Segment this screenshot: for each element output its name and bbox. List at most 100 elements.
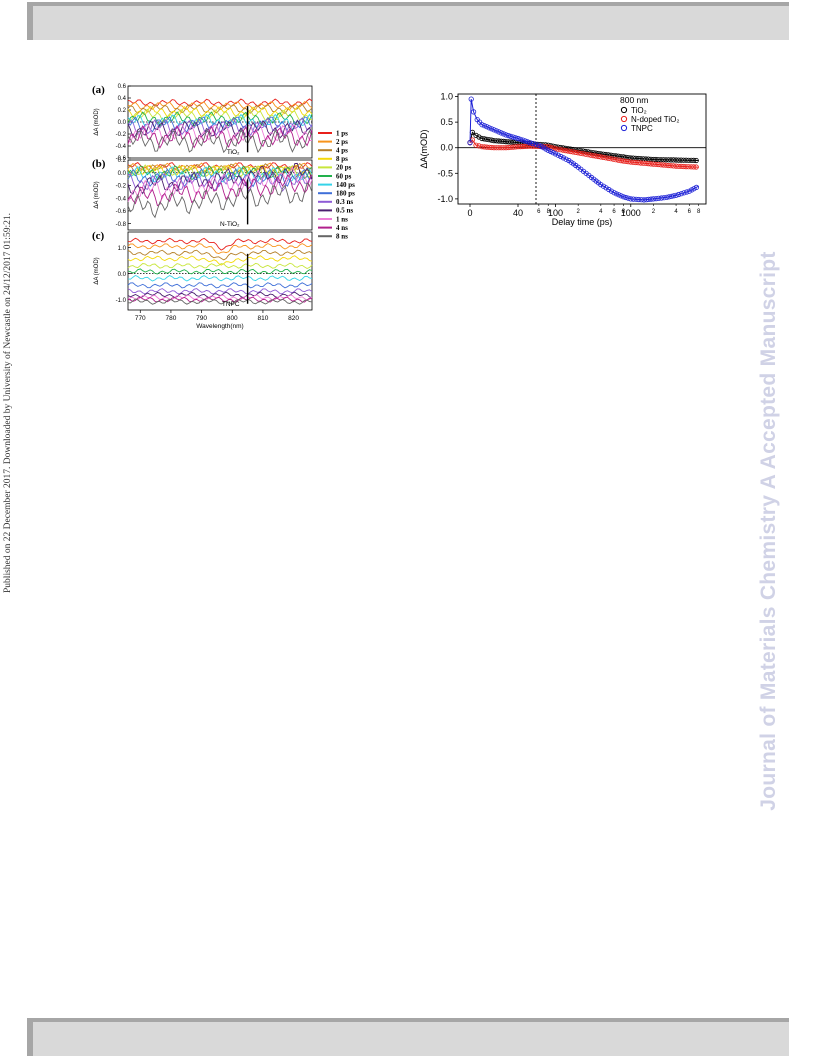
data-point <box>473 142 479 148</box>
data-point <box>620 194 627 200</box>
y-axis-label: ΔA (mOD) <box>94 181 100 208</box>
data-point <box>563 156 569 162</box>
spectrum-line <box>127 119 313 139</box>
spectrum-line <box>127 171 313 192</box>
x-tick-label: 790 <box>196 315 207 322</box>
spectrum-line <box>127 294 313 301</box>
data-point <box>498 130 504 136</box>
data-point <box>505 132 512 139</box>
spectrum-line <box>127 129 313 154</box>
data-point <box>513 135 519 141</box>
data-point <box>473 132 479 139</box>
legend-entry: 20 ps <box>336 164 352 172</box>
spectrum-line <box>127 162 313 195</box>
y-tick-label: -1.0 <box>116 298 127 304</box>
data-point <box>560 155 567 161</box>
x-minor-tick-label: 6 <box>612 209 616 215</box>
legend-entry: 8 ns <box>336 233 348 241</box>
data-point <box>491 127 497 133</box>
data-point <box>678 191 684 197</box>
x-axis-label: Wavelength(nm) <box>196 323 243 330</box>
data-point <box>476 134 482 140</box>
data-point <box>603 185 609 191</box>
y-tick-label: 0.2 <box>118 158 127 164</box>
data-point <box>684 189 690 195</box>
y-tick-label: 0.4 <box>118 96 127 102</box>
data-point <box>484 124 490 130</box>
legend-marker <box>620 124 628 132</box>
data-point <box>527 139 533 146</box>
data-point <box>545 147 551 153</box>
data-point <box>489 126 495 132</box>
data-point <box>618 193 624 199</box>
y-axis-label: ΔA (mOD) <box>94 108 100 135</box>
data-point <box>533 141 539 147</box>
y-axis-label: ΔA(mOD) <box>419 129 429 168</box>
x-minor-tick-label: 8 <box>547 209 551 215</box>
transient-spectra-figure: (a) 0.6 0.4 0.2 0.0 -0.2 -0.4 -0.6 ΔA (mOD) TiO₂ (… <box>92 84 355 330</box>
legend-entry: 4 ps <box>336 147 348 155</box>
panel-sample-name: TiO₂ <box>227 149 240 156</box>
legend-entry: 8 ps <box>336 155 348 163</box>
page-footer-bar <box>27 1018 789 1056</box>
data-point <box>598 182 604 188</box>
plot-frame <box>457 93 707 205</box>
data-point <box>508 133 514 140</box>
spectrum-line <box>127 249 313 261</box>
data-point <box>481 123 488 129</box>
data-point <box>606 186 612 193</box>
fit-line <box>469 131 699 161</box>
x-minor-tick-label: 2 <box>577 209 581 215</box>
fit-line <box>469 139 699 168</box>
y-tick-label: 0.5 <box>440 117 453 127</box>
legend-entry: TiO₂ <box>631 106 647 115</box>
legend-entry: N-doped TiO₂ <box>631 115 679 124</box>
y-tick-label: 0.0 <box>440 143 453 153</box>
legend-entry: 1 ps <box>336 129 348 137</box>
panel-label: (a) <box>92 84 105 96</box>
legend-entry: 0.3 ns <box>336 198 353 206</box>
y-tick-label: 0.0 <box>118 171 127 177</box>
data-point <box>517 136 524 142</box>
x-minor-tick-label: 4 <box>599 209 603 215</box>
spectrum-line <box>127 108 312 123</box>
y-tick-label: -0.5 <box>437 168 453 178</box>
y-tick-label: -0.2 <box>116 132 127 138</box>
legend-entry: 60 ps <box>336 172 352 180</box>
y-tick-label: 0.6 <box>118 84 127 90</box>
y-tick-label: -1.0 <box>437 194 453 204</box>
legend-entry: 2 ps <box>336 138 348 146</box>
spectrum-line <box>127 291 313 299</box>
y-tick-label: 1.0 <box>118 246 127 252</box>
spectrum-line <box>127 298 313 305</box>
x-minor-tick-label: 2 <box>652 209 656 215</box>
spectrum-line <box>127 164 313 179</box>
spectrum-line <box>127 164 313 176</box>
y-tick-label: -0.4 <box>116 196 127 202</box>
y-tick-label: -0.4 <box>116 144 127 150</box>
y-tick-label: -0.6 <box>116 209 127 215</box>
data-point <box>600 183 607 189</box>
spectrum-line <box>127 116 313 133</box>
data-point <box>555 152 561 158</box>
publication-sidebar-text: Published on 22 December 2017. Downloade… <box>3 213 13 593</box>
panel-label: (b) <box>92 158 106 170</box>
data-point <box>608 188 614 194</box>
x-tick-label: 810 <box>258 315 269 322</box>
x-tick-label: 100 <box>548 208 563 218</box>
y-tick-label: -0.8 <box>116 222 127 228</box>
accepted-manuscript-watermark: Journal of Materials Chemistry A Accepte… <box>757 251 780 811</box>
legend-entry: 1 ns <box>336 215 348 223</box>
y-axis-label: ΔA (mOD) <box>94 257 100 284</box>
data-point <box>552 151 559 157</box>
x-tick-label: 820 <box>288 315 299 322</box>
panel-label: (c) <box>92 230 105 242</box>
data-point <box>510 134 516 140</box>
spectrum-line <box>127 166 313 202</box>
data-point <box>501 131 507 137</box>
x-minor-tick-label: 6 <box>688 209 692 215</box>
spectrum-line <box>127 182 313 219</box>
legend-entry: 0.5 ns <box>336 207 353 215</box>
x-tick-label: 40 <box>513 208 523 218</box>
legend-entry: 140 ps <box>336 181 355 189</box>
